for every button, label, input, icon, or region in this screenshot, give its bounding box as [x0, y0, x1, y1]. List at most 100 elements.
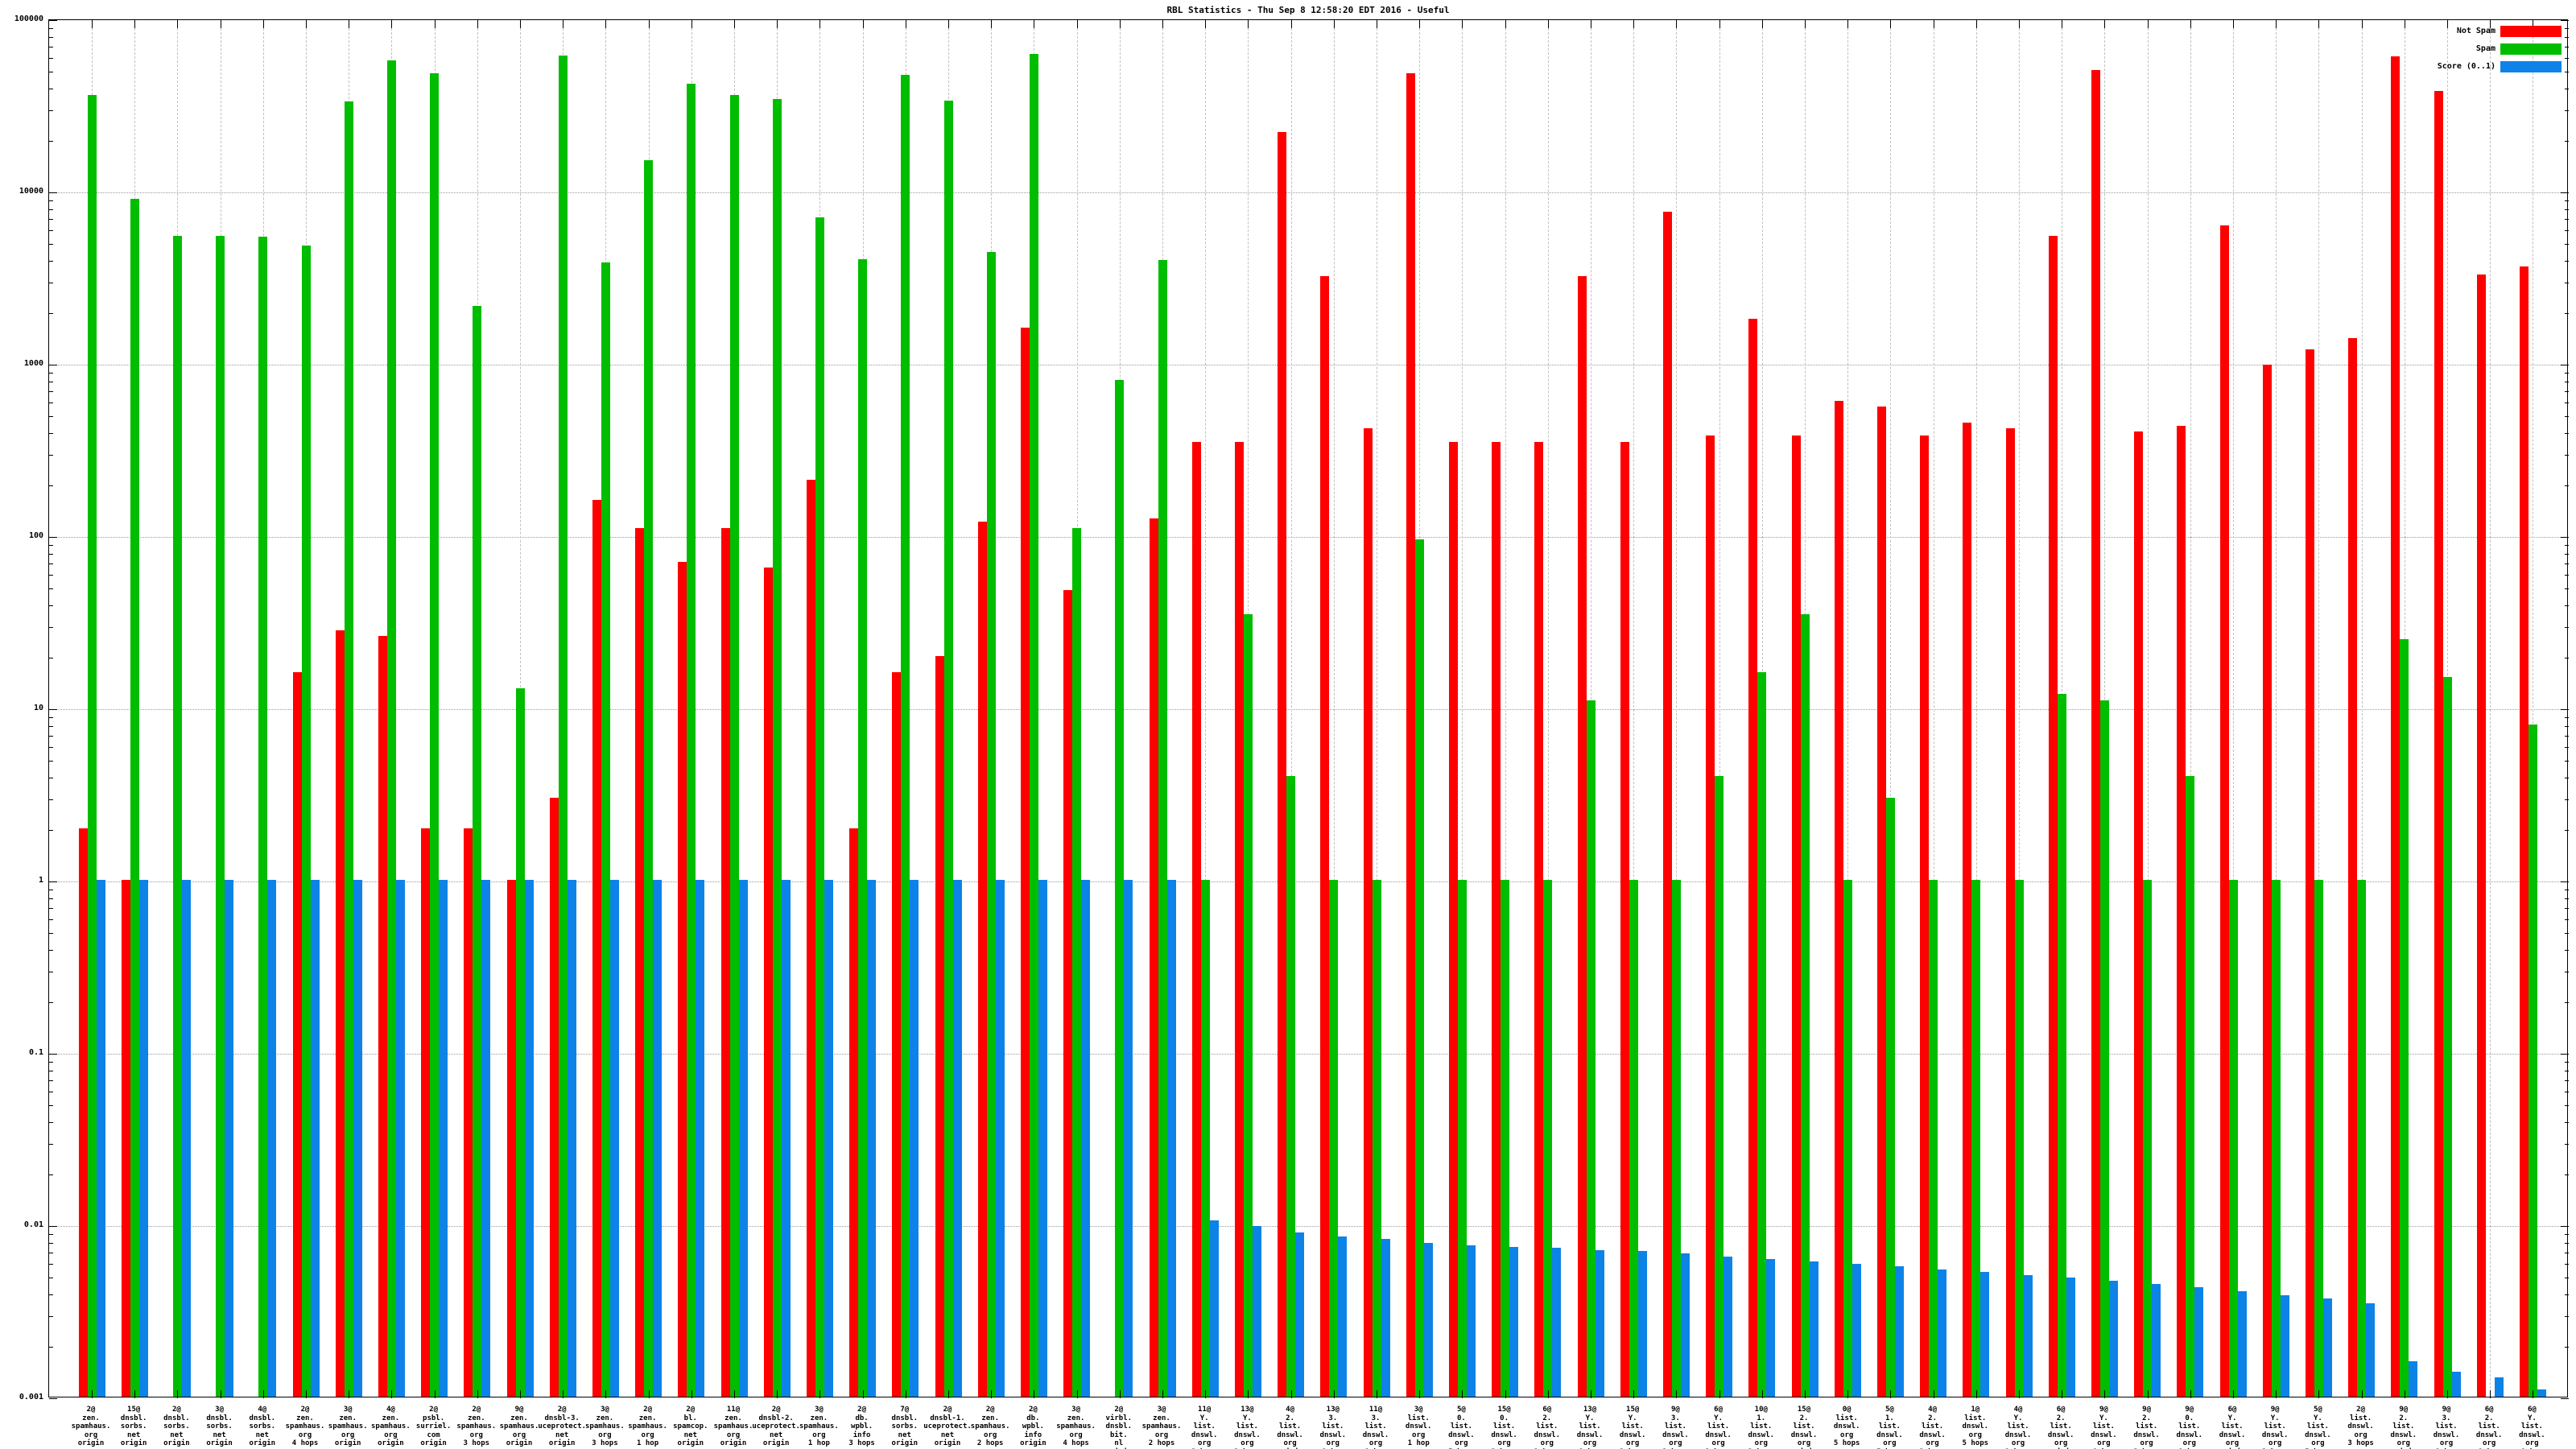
y-tick-label: 0.001 [19, 1393, 43, 1402]
x-tick [1890, 20, 1892, 28]
y-minor-tick [2565, 919, 2569, 921]
bar-spam [1543, 880, 1553, 1397]
bar-score [1466, 1245, 1476, 1397]
x-tick [520, 1390, 521, 1398]
x-tick [2190, 1390, 2191, 1398]
bar-not-spam [763, 568, 773, 1397]
y-minor-tick [2565, 244, 2569, 246]
x-tick [2447, 1390, 2448, 1398]
bar-not-spam [1920, 435, 1930, 1397]
y-major-tick [2561, 537, 2569, 538]
x-tick [991, 20, 993, 28]
y-minor-tick [2565, 544, 2569, 546]
x-group-label: 15@ 0. list. dnswl. org 3 hops [1491, 1406, 1517, 1449]
bar-not-spam [1406, 73, 1415, 1397]
x-tick [1719, 1390, 1720, 1398]
x-group-label: 6@ 2. list. dnswl. org origin [2047, 1406, 2074, 1449]
bar-score [439, 880, 448, 1397]
x-tick [1890, 1390, 1892, 1398]
y-minor-tick [2565, 933, 2569, 935]
y-minor-tick [49, 1346, 53, 1348]
y-minor-tick [2565, 626, 2569, 628]
x-tick [691, 20, 692, 28]
y-minor-tick [49, 736, 53, 737]
x-tick [1290, 20, 1292, 28]
y-minor-tick [49, 575, 53, 576]
x-tick [1333, 1390, 1335, 1398]
bar-score [1038, 880, 1047, 1397]
y-minor-tick [49, 1174, 53, 1175]
x-group-label: 5@ 0. list. dnswl. org 5 hops [1448, 1406, 1475, 1449]
x-group-label: 2@ db. wpbl. info 3 hops [848, 1406, 875, 1447]
x-tick [2104, 20, 2106, 28]
y-minor-tick [49, 27, 53, 29]
bar-spam [1457, 880, 1467, 1397]
x-group-label: 3@ zen. spamhaus. org 3 hops [585, 1406, 625, 1447]
x-tick [2318, 1390, 2320, 1398]
y-minor-tick [2565, 575, 2569, 576]
bar-spam [1971, 880, 1981, 1397]
bar-score [481, 880, 491, 1397]
y-minor-tick [2565, 1294, 2569, 1296]
x-tick [177, 1390, 179, 1398]
x-group-label: 2@ dnsbl-1. uceprotect. net origin [923, 1406, 972, 1447]
bar-not-spam [2262, 364, 2272, 1397]
x-tick [391, 1390, 393, 1398]
y-minor-tick [49, 36, 53, 38]
y-minor-tick [49, 588, 53, 590]
y-minor-tick [2565, 908, 2569, 910]
y-tick-label: 0.01 [23, 1220, 43, 1229]
bar-spam [1029, 54, 1038, 1397]
bar-score [2023, 1274, 2033, 1397]
bar-spam [2186, 776, 2195, 1397]
x-tick [2361, 1390, 2363, 1398]
bar-score [2194, 1287, 2204, 1397]
x-group-label: 2@ zen. spamhaus. org 2 hops [970, 1406, 1010, 1447]
x-group-label: 15@ Y. list. dnswl. org 3 hops [1619, 1406, 1646, 1449]
y-minor-tick [2565, 109, 2569, 111]
x-group-label: 2@ zen. spamhaus. org 3 hops [456, 1406, 497, 1447]
x-tick [134, 1390, 136, 1398]
bar-score [1980, 1272, 1990, 1397]
bar-not-spam [935, 655, 944, 1397]
bar-score [1766, 1258, 1776, 1397]
bar-not-spam [1020, 328, 1030, 1397]
y-tick-label: 100 [28, 531, 43, 540]
x-group-label: 9@ 3. list. dnswl. org 1 hop [2433, 1406, 2460, 1449]
x-gridline [2361, 20, 2363, 1397]
x-tick [477, 1390, 478, 1398]
y-minor-tick [2565, 1233, 2569, 1235]
bar-not-spam [549, 797, 559, 1397]
y-minor-tick [49, 230, 53, 232]
bar-spam [815, 217, 824, 1397]
x-group-label: 9@ 2. list. dnswl. org 3 hops [2133, 1406, 2160, 1449]
y-gridline [49, 709, 2567, 710]
x-group-label: 15@ dnsbl. sorbs. net origin [120, 1406, 147, 1447]
bar-spam [1115, 379, 1125, 1397]
bar-score [1423, 1243, 1433, 1397]
y-major-tick [49, 537, 57, 538]
bar-not-spam [2434, 90, 2443, 1397]
bar-not-spam [635, 528, 645, 1397]
y-minor-tick [49, 261, 53, 262]
bar-spam [2442, 677, 2452, 1397]
bar-score [1809, 1261, 1818, 1397]
x-group-label: 9@ 3. list. dnswl. org 2 hops [1662, 1406, 1689, 1449]
legend-label-spam: Spam [2475, 44, 2496, 53]
y-minor-tick [49, 626, 53, 628]
y-minor-tick [2565, 208, 2569, 210]
x-tick [2233, 1390, 2234, 1398]
bar-spam [772, 99, 782, 1397]
y-major-tick [2561, 881, 2569, 882]
x-group-label: 11@ 3. list. dnswl. org 1 hop [1362, 1406, 1389, 1449]
y-tick-label: 10000 [19, 187, 43, 196]
x-group-label: 2@ zen. spamhaus. org 4 hops [285, 1406, 325, 1447]
bar-score [267, 880, 277, 1397]
x-gridline [2318, 20, 2320, 1397]
bar-not-spam [678, 562, 687, 1397]
x-group-label: 4@ Y. list. dnswl. org 2 hops [2004, 1406, 2032, 1449]
bar-not-spam [1492, 441, 1501, 1397]
y-minor-tick [49, 208, 53, 210]
x-tick [1847, 1390, 1849, 1398]
bar-score [1724, 1257, 1733, 1397]
